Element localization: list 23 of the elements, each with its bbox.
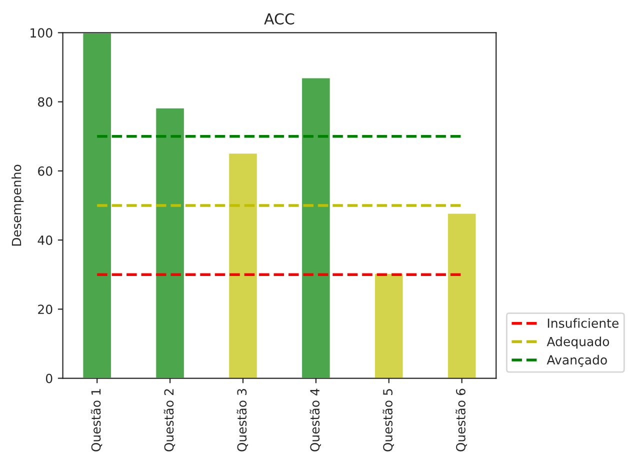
y-axis-title: Desempenho xyxy=(12,164,24,246)
y-tick-label: 20 xyxy=(38,304,52,314)
x-tick-label: Questão 4 xyxy=(310,388,321,452)
bar xyxy=(374,272,404,378)
x-tick-label: Questão 5 xyxy=(382,389,394,452)
y-tick-label: 100 xyxy=(30,28,52,38)
x-tick-label: Questão 1 xyxy=(90,389,102,452)
bar xyxy=(228,152,258,378)
bar xyxy=(300,76,332,378)
legend-label: Adequado xyxy=(546,336,610,349)
x-tick-label: Questão 6 xyxy=(456,388,467,452)
y-tick-label: 40 xyxy=(38,236,52,245)
bar xyxy=(82,32,112,378)
y-tick-label: 80 xyxy=(38,97,52,107)
bar xyxy=(154,106,186,378)
bar xyxy=(446,212,478,378)
chart-title: ACC xyxy=(264,13,294,25)
legend-label: Avançado xyxy=(546,354,607,367)
x-tick-label: Questão 2 xyxy=(164,389,176,452)
legend-label: Insuficiente xyxy=(548,318,619,328)
y-tick-label: 60 xyxy=(38,166,52,176)
y-tick-label: 0 xyxy=(46,374,52,384)
x-tick-label: Questão 3 xyxy=(236,388,248,452)
